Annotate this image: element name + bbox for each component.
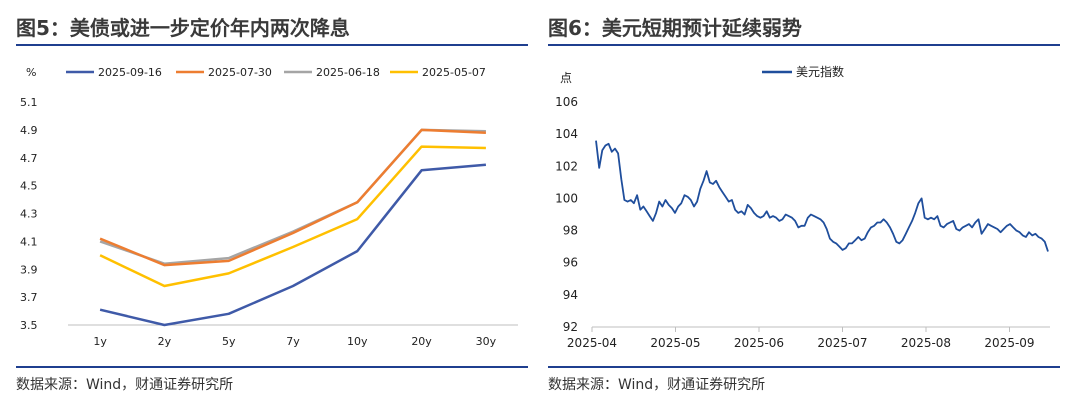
footer-divider	[548, 366, 1060, 368]
legend-label: 2025-09-16	[98, 66, 162, 79]
y-tick-label: 3.7	[20, 291, 38, 304]
series-line	[99, 163, 487, 327]
y-tick-label: 100	[555, 191, 578, 205]
dollar-index-chart: 点 92 94 96 98 100 102 104 106 2025-04 2025-05 2025-…	[555, 64, 1050, 350]
figure-title: 图6：美元短期预计延续弱势	[548, 16, 802, 40]
y-tick-label: 4.5	[20, 180, 38, 193]
y-tick-label: 3.9	[20, 263, 38, 276]
y-tick-label: 106	[555, 95, 578, 109]
y-tick-label: 4.1	[20, 235, 38, 248]
y-tick-label: 92	[563, 320, 578, 334]
x-tick-label: 30y	[476, 335, 497, 348]
source-note: 数据来源：Wind，财通证券研究所	[16, 377, 234, 393]
y-tick-label: 94	[563, 288, 578, 302]
legend-label: 2025-06-18	[316, 66, 380, 79]
legend-label: 2025-05-07	[422, 66, 486, 79]
source-note: 数据来源：Wind，财通证券研究所	[548, 377, 766, 393]
x-tick-label: 2025-06	[734, 336, 784, 350]
y-tick-label: 5.1	[20, 96, 38, 109]
x-tick-label: 1y	[93, 335, 107, 348]
y-axis-unit: %	[26, 66, 36, 79]
series-line	[595, 140, 1049, 252]
y-tick-label: 102	[555, 159, 578, 173]
x-tick-label: 2025-07	[817, 336, 867, 350]
legend-label: 2025-07-30	[208, 66, 272, 79]
x-tick-label: 10y	[347, 335, 368, 348]
y-tick-label: 4.7	[20, 152, 38, 165]
y-tick-label: 98	[563, 224, 578, 238]
y-tick-label: 4.3	[20, 208, 38, 221]
title-divider	[16, 44, 528, 46]
series-line	[99, 128, 486, 265]
y-tick-label: 104	[555, 127, 578, 141]
y-tick-label: 96	[563, 256, 578, 270]
legend-label: 美元指数	[796, 64, 844, 79]
figure-yield-curve: 图5：美债或进一步定价年内两次降息 % 3.5 3.7 3.9 4.1 4.3 4.5 4.7…	[16, 0, 528, 403]
figure-title: 图5：美债或进一步定价年内两次降息	[16, 16, 350, 40]
series-line	[99, 128, 486, 267]
y-axis-unit: 点	[560, 71, 572, 85]
y-tick-label: 3.5	[20, 319, 38, 332]
y-tick-label: 4.9	[20, 124, 38, 137]
x-tick-label: 5y	[222, 335, 236, 348]
x-tick-label: 2025-08	[901, 336, 951, 350]
footer-divider	[16, 366, 528, 368]
series-line	[99, 145, 486, 288]
x-tick-label: 2025-04	[567, 336, 617, 350]
title-divider	[548, 44, 1060, 46]
x-tick-label: 2y	[158, 335, 172, 348]
figure-dollar-index: 图6：美元短期预计延续弱势 点 92 94 96 98 100 102 104 106 2025-…	[548, 0, 1060, 403]
yield-curve-chart: % 3.5 3.7 3.9 4.1 4.3 4.5 4.7 4.9 5.1 1y 2y 5y 7y 10y 2…	[20, 66, 518, 348]
x-tick-label: 20y	[411, 335, 432, 348]
x-tick-label: 2025-09	[984, 336, 1034, 350]
x-tick-label: 7y	[286, 335, 300, 348]
x-tick-label: 2025-05	[650, 336, 700, 350]
